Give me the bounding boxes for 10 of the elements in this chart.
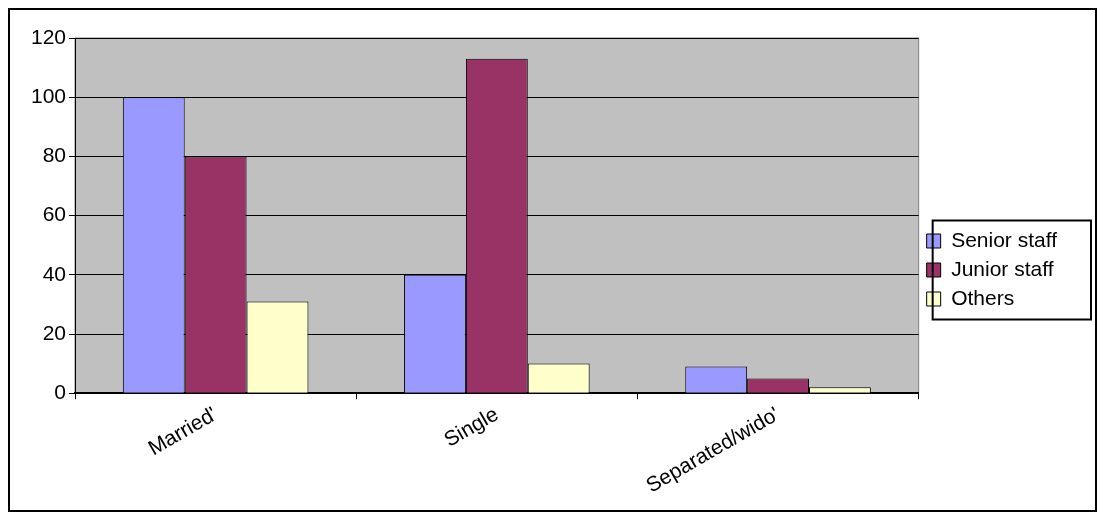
legend-label: Junior staff: [951, 256, 1054, 280]
y-tick-label: 100: [30, 84, 67, 107]
y-tick-label: 120: [30, 24, 67, 48]
y-tick-label: 80: [42, 143, 67, 167]
y-tick-label: 0: [54, 380, 67, 403]
legend-label: Others: [951, 285, 1015, 309]
legend-label: Senior staff: [951, 227, 1058, 251]
y-tick-label: 20: [42, 320, 67, 344]
y-tick-label: 40: [42, 261, 67, 285]
y-tick-label: 60: [42, 202, 67, 226]
